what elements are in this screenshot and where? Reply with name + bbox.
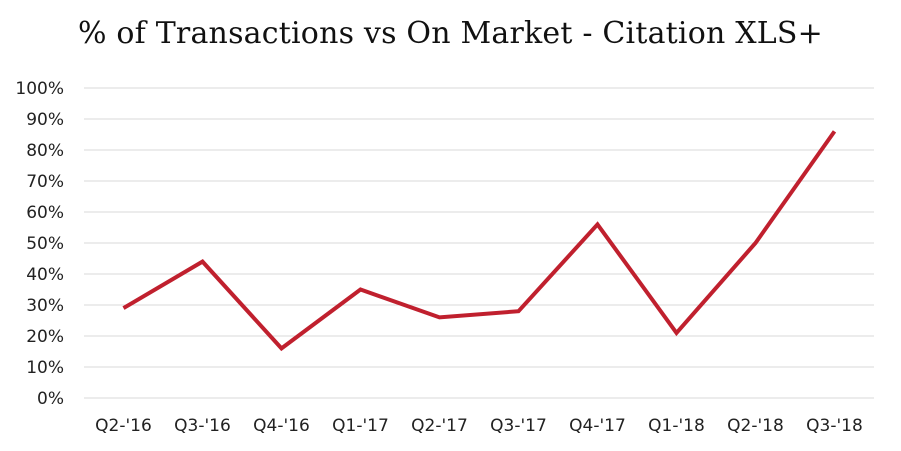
y-tick-label: 100% <box>15 79 64 99</box>
x-tick-label: Q4-'16 <box>253 416 310 436</box>
series-line <box>122 130 837 352</box>
x-tick-label: Q2-'16 <box>95 416 152 436</box>
y-tick-label: 60% <box>26 203 64 223</box>
y-tick-label: 90% <box>26 110 64 130</box>
chart-title: % of Transactions vs On Market - Citatio… <box>77 16 824 51</box>
x-tick-label: Q2-'17 <box>411 416 468 436</box>
x-tick-label: Q3-'18 <box>806 416 863 436</box>
x-tick-label: Q3-'16 <box>174 416 231 436</box>
x-tick-label: Q1-'18 <box>648 416 705 436</box>
y-tick-label: 50% <box>26 234 64 254</box>
y-axis-tick-labels: 0% 10% 20% 30% 40% 50% 60% 70% 80% 90% 100% <box>15 79 64 409</box>
x-tick-label: Q4-'17 <box>569 416 626 436</box>
x-tick-label: Q2-'18 <box>727 416 784 436</box>
y-tick-label: 70% <box>26 172 64 192</box>
x-tick-label: Q1-'17 <box>332 416 389 436</box>
y-tick-label: 30% <box>26 296 64 316</box>
gridlines <box>84 87 874 399</box>
series-lines <box>122 130 837 352</box>
y-tick-label: 80% <box>26 141 64 161</box>
x-axis-tick-labels: Q2-'16 Q3-'16 Q4-'16 Q1-'17 Q2-'17 Q3-'17 Q4-'… <box>95 416 863 436</box>
y-tick-label: 0% <box>37 389 64 409</box>
x-tick-label: Q3-'17 <box>490 416 547 436</box>
y-tick-label: 10% <box>26 358 64 378</box>
y-tick-label: 40% <box>26 265 64 285</box>
y-tick-label: 20% <box>26 327 64 347</box>
